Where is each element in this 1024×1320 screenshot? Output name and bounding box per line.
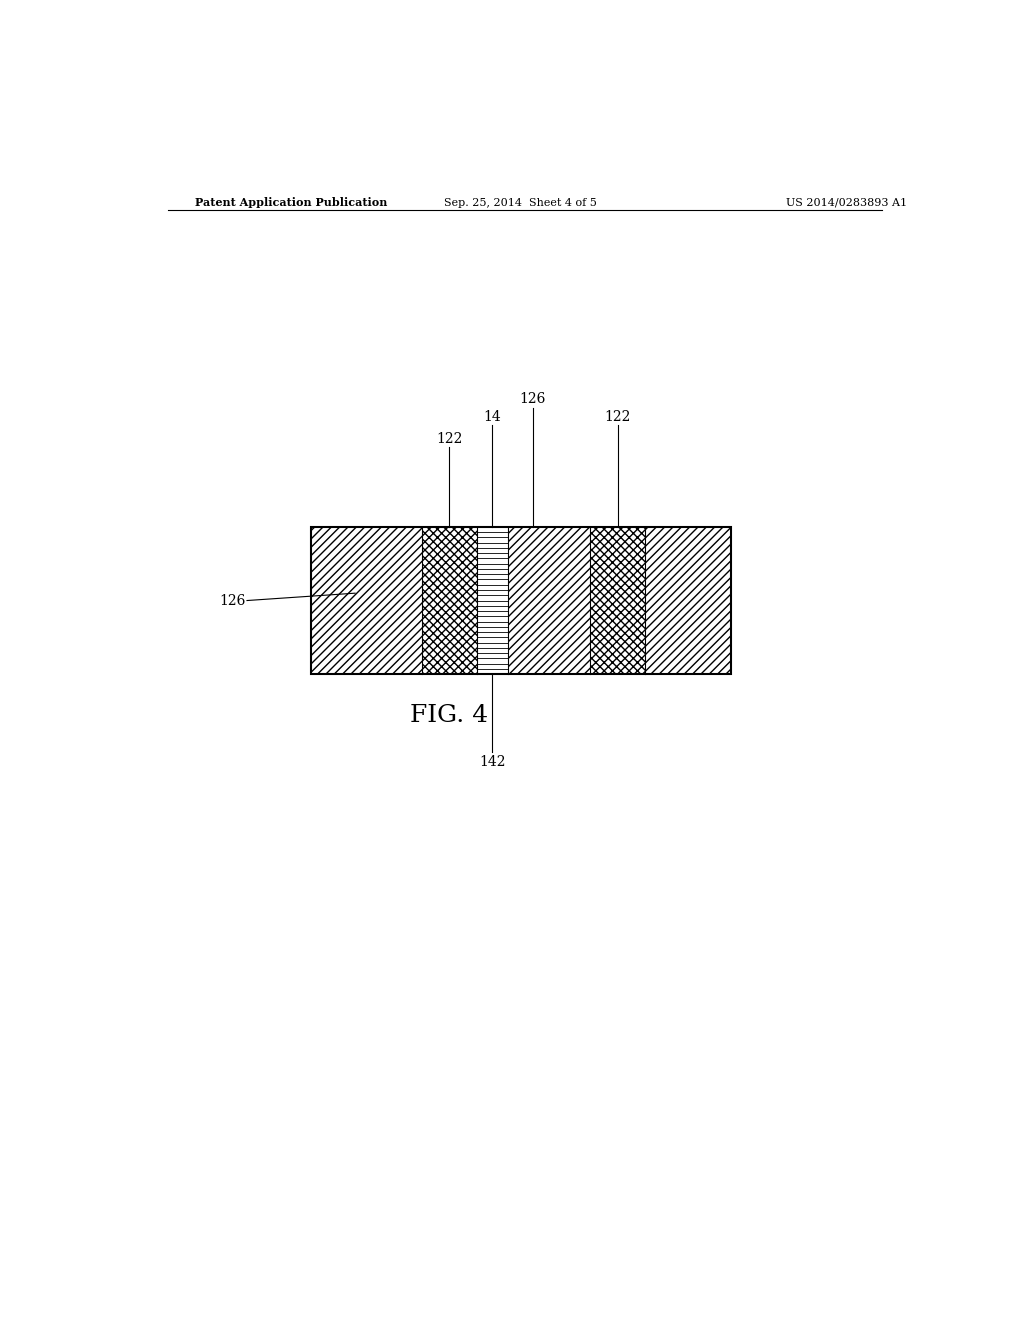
Text: US 2014/0283893 A1: US 2014/0283893 A1 [785,198,907,207]
Bar [476,527,508,675]
Bar [422,527,476,675]
Text: 14: 14 [483,409,502,424]
Text: 126: 126 [219,594,246,607]
Text: Patent Application Publication: Patent Application Publication [196,197,388,209]
Text: 126: 126 [519,392,546,407]
Text: 122: 122 [436,432,463,446]
Text: 142: 142 [479,755,506,770]
Text: Sep. 25, 2014  Sheet 4 of 5: Sep. 25, 2014 Sheet 4 of 5 [444,198,597,207]
Bar [310,527,731,675]
Text: FIG. 4: FIG. 4 [411,704,488,727]
Bar [508,527,590,675]
Text: 122: 122 [604,409,631,424]
Bar [590,527,645,675]
Bar [310,527,422,675]
Bar [645,527,731,675]
